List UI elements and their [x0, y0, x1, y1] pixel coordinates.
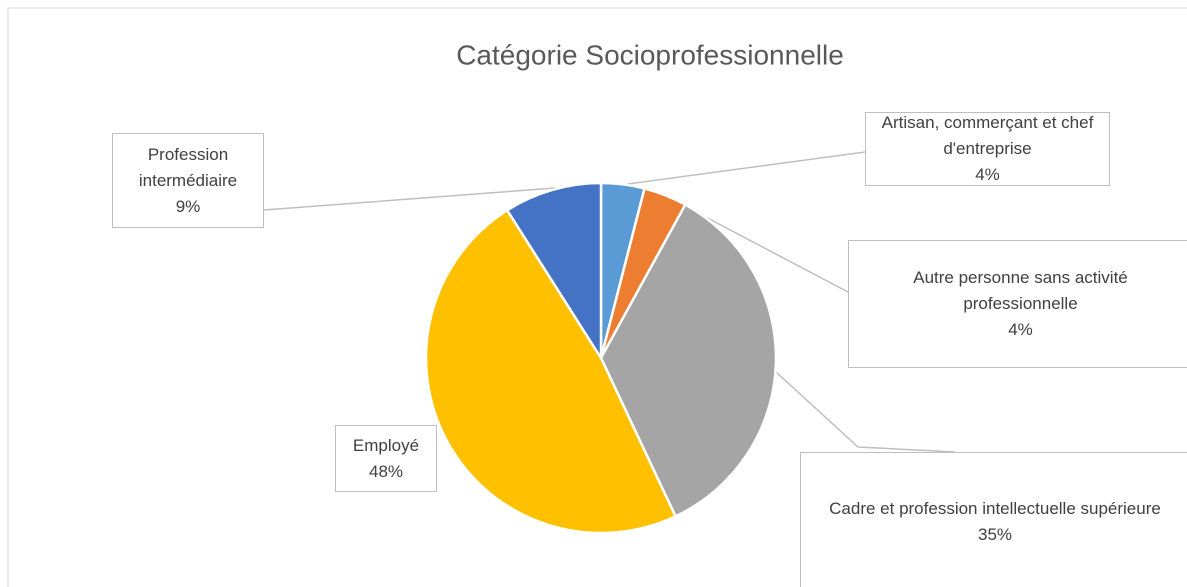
data-label-value: 4%	[975, 165, 1000, 184]
data-label-value: 48%	[368, 461, 404, 481]
pie	[424, 181, 778, 535]
data-label-category: Profession intermédiaire	[138, 144, 238, 190]
chart-title: Catégorie Socioprofessionnelle	[456, 39, 844, 70]
leader-line	[627, 151, 866, 185]
leader-line	[775, 371, 956, 453]
data-label-category: Cadre et profession intellectuelle supér…	[829, 499, 1161, 518]
data-label-value: 4%	[1008, 320, 1033, 339]
data-label-box: Cadre et profession intellectuelle supér…	[800, 452, 1187, 587]
data-label-value: 9%	[175, 196, 201, 216]
data-label-category: Autre personne sans activité professionn…	[913, 268, 1128, 313]
data-label-value: 35%	[977, 525, 1013, 544]
data-label-category: Employé	[352, 435, 420, 455]
data-label-box: Employé 48%	[335, 425, 437, 492]
pie-slice	[424, 208, 678, 535]
data-label-box: Autre personne sans activité professionn…	[848, 240, 1187, 368]
data-label-box: Artisan, commerçant et chef d'entreprise…	[865, 112, 1110, 186]
data-label-category: Artisan, commerçant et chef d'entreprise	[881, 113, 1094, 158]
leader-line	[263, 187, 556, 211]
data-label-box: Profession intermédiaire 9%	[112, 133, 264, 228]
pie-slice	[599, 202, 778, 519]
pie-slice	[505, 181, 603, 363]
